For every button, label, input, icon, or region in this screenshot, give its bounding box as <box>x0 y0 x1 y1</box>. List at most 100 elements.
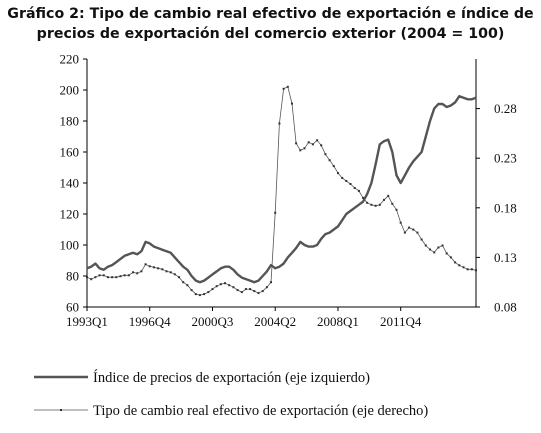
series-exchange-rate-point <box>378 203 381 206</box>
legend: Índice de precios de exportación (eje iz… <box>34 369 428 419</box>
series-exchange-rate-point <box>257 292 260 295</box>
x-tick-label: 2011Q4 <box>380 314 422 329</box>
series-exchange-rate-point <box>253 290 256 293</box>
left-tick-label: 80 <box>66 269 79 284</box>
series-exchange-rate-point <box>228 284 231 287</box>
left-tick-label: 120 <box>60 207 80 222</box>
series-exchange-rate-point <box>286 85 289 88</box>
series-exchange-rate-point <box>449 256 452 259</box>
series-exchange-rate-point <box>470 268 473 271</box>
series-exchange-rate-point <box>387 194 390 197</box>
series-export-price-index-line <box>86 94 477 284</box>
series-exchange-rate-point <box>458 264 461 267</box>
left-tick-label: 200 <box>60 83 80 98</box>
series-exchange-rate-point <box>316 139 319 142</box>
series-exchange-rate-point <box>157 267 160 270</box>
series-exchange-rate-point <box>416 231 419 234</box>
left-tick-label: 140 <box>60 176 80 191</box>
series-exchange-rate-point <box>274 211 277 214</box>
series-exchange-rate-point <box>278 122 281 125</box>
series-exchange-rate-point <box>203 293 206 296</box>
series-exchange-rate-point <box>370 203 373 206</box>
series-exchange-rate-point <box>86 276 88 279</box>
left-tick-label: 100 <box>60 238 80 253</box>
series-exchange-rate-point <box>211 288 214 291</box>
chart-title: Gráfico 2: Tipo de cambio real efectivo … <box>0 4 541 44</box>
series-exchange-rate-point <box>291 102 293 105</box>
series-exchange-rate-point <box>119 275 122 278</box>
legend-label-export-price-index: Índice de precios de exportación (eje iz… <box>93 369 370 386</box>
series-exchange-rate-point <box>299 149 302 152</box>
series-exchange-rate-point <box>337 172 339 175</box>
series-exchange-rate-point <box>236 289 239 292</box>
series-exchange-rate-point <box>198 294 201 297</box>
x-tick-label: 1993Q1 <box>66 314 108 329</box>
series-exchange-rate-point <box>307 141 310 144</box>
x-tick-label: 2008Q1 <box>317 314 359 329</box>
legend-label-exchange-rate: Tipo de cambio real efectivo de exportac… <box>93 403 428 419</box>
series-exchange-rate-point <box>353 187 356 189</box>
series-exchange-rate-point <box>332 165 335 168</box>
series-group <box>86 85 477 297</box>
series-exchange-rate-point <box>111 276 114 279</box>
series-exchange-rate-point <box>215 285 218 288</box>
series-exchange-rate-point <box>420 238 423 241</box>
chart-title-line1: Gráfico 2: Tipo de cambio real efectivo … <box>7 6 534 22</box>
series-exchange-rate-point <box>324 153 327 156</box>
series-exchange-rate-point <box>240 291 243 294</box>
series-exchange-rate-point <box>328 159 331 162</box>
series-exchange-rate-point <box>265 286 268 289</box>
series-exchange-rate-point <box>182 281 185 284</box>
right-tick-label: 0.08 <box>494 300 517 315</box>
series-exchange-rate-point <box>106 276 109 279</box>
series-exchange-rate-point <box>445 252 448 255</box>
left-tick-label: 60 <box>66 300 79 315</box>
series-exchange-rate-point <box>98 274 101 277</box>
x-tick-label: 2000Q3 <box>192 314 234 329</box>
series-exchange-rate-point <box>475 269 477 272</box>
right-tick-label: 0.28 <box>494 101 517 116</box>
series-exchange-rate-point <box>441 244 444 247</box>
series-exchange-rate-point <box>383 198 385 201</box>
series-exchange-rate-point <box>261 290 264 293</box>
right-tick-label: 0.18 <box>494 200 517 215</box>
series-exchange-rate-point <box>270 281 272 284</box>
series-exchange-rate-point <box>140 270 143 273</box>
series-exchange-rate-point <box>349 183 352 185</box>
series-exchange-rate-point <box>303 147 306 150</box>
series-exchange-rate-point <box>123 274 126 277</box>
series-exchange-rate-point <box>295 142 298 145</box>
series-exchange-rate-point <box>341 177 344 179</box>
series-exchange-rate-point <box>94 276 97 279</box>
series-exchange-rate-point <box>186 284 189 287</box>
series-exchange-rate-point <box>424 244 427 247</box>
series-exchange-rate-point <box>115 276 118 279</box>
series-exchange-rate-point <box>311 143 314 146</box>
series-exchange-rate-point <box>282 87 285 90</box>
series-exchange-rate-point <box>219 283 222 286</box>
series-exchange-rate-point <box>207 291 210 294</box>
x-tick-label: 1996Q4 <box>129 314 171 329</box>
x-tick-label: 2004Q2 <box>254 314 296 329</box>
series-exchange-rate-point <box>345 180 348 182</box>
series-exchange-rate-point <box>132 271 134 274</box>
left-tick-label: 220 <box>60 52 80 67</box>
series-exchange-rate-point <box>144 263 147 266</box>
series-exchange-rate-point <box>190 289 193 292</box>
series-exchange-rate-point <box>127 274 130 277</box>
series-exchange-rate-point <box>466 268 469 271</box>
axes: 60 80 100 120 140 160 180 200 220 0.08 0.13 0.18 0.2… <box>60 52 517 330</box>
series-exchange-rate-point <box>362 196 365 199</box>
series-exchange-rate-point <box>165 270 168 273</box>
series-exchange-rate-point <box>454 261 457 264</box>
series-exchange-rate-point <box>399 221 402 224</box>
series-exchange-rate-point <box>403 231 406 234</box>
left-tick-label: 160 <box>60 145 80 160</box>
series-exchange-rate-point <box>152 266 155 269</box>
series-exchange-rate-point <box>374 204 377 207</box>
series-exchange-rate-point <box>194 293 197 296</box>
series-exchange-rate-point <box>366 201 369 204</box>
series-exchange-rate-line <box>86 86 477 296</box>
chart-title-line2: precios de exportación del comercio exte… <box>36 26 505 42</box>
legend-swatch-exchange-rate-marker <box>60 409 62 411</box>
